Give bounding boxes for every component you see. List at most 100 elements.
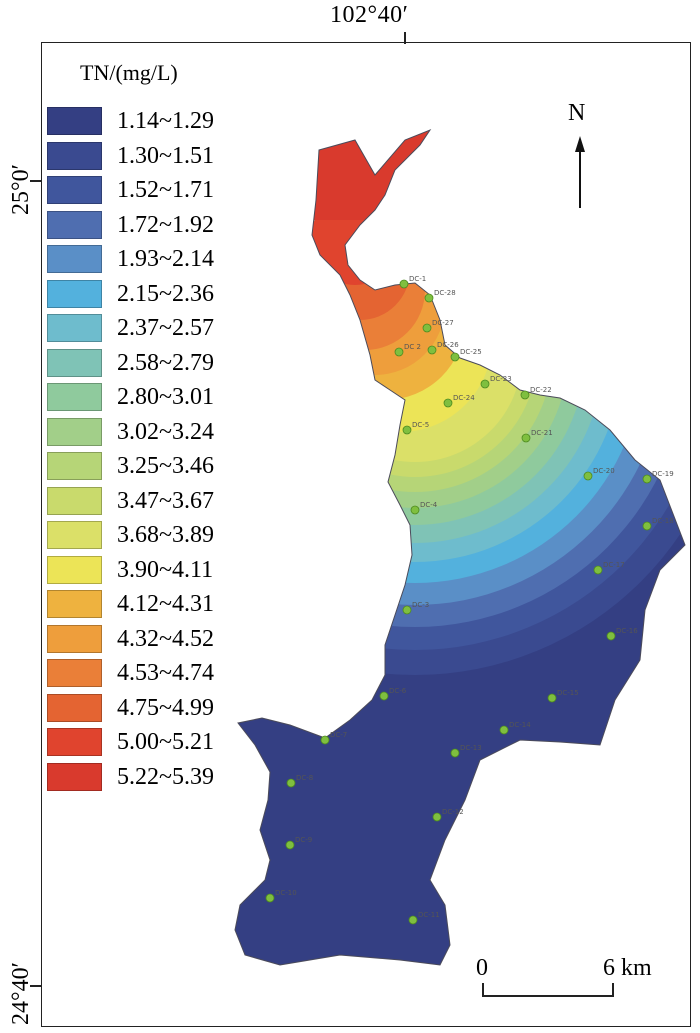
- site-label: DC-3: [412, 601, 429, 609]
- site-label: DC-13: [460, 744, 482, 752]
- site-label: DC-20: [593, 467, 615, 475]
- legend-swatch: [47, 452, 102, 480]
- legend-label: 1.72~1.92: [117, 211, 214, 238]
- site-label: DC-14: [509, 721, 531, 729]
- site-marker: [402, 425, 412, 435]
- legend-swatch: [47, 383, 102, 411]
- site-marker: [443, 398, 453, 408]
- north-letter: N: [568, 100, 586, 126]
- legend-label: 2.80~3.01: [117, 384, 214, 410]
- site-label: DC-25: [460, 348, 482, 356]
- site-label: DC-28: [434, 289, 456, 297]
- legend-label: 4.53~4.74: [117, 660, 214, 686]
- site-marker: [265, 893, 275, 903]
- legend-label: 1.14~1.29: [117, 108, 214, 134]
- site-marker: [593, 565, 603, 575]
- longitude-tick: [404, 32, 406, 44]
- site-label: DC-9: [295, 836, 312, 844]
- site-marker: [402, 605, 412, 615]
- legend-swatch: [47, 521, 102, 549]
- latitude-tick-lower: [30, 985, 42, 987]
- site-marker: [642, 474, 652, 484]
- site-label: DC-10: [275, 889, 297, 897]
- site-label: DC-5: [412, 421, 429, 429]
- legend-swatch: [47, 659, 102, 687]
- legend-label: 1.52~1.71: [117, 177, 214, 203]
- site-marker: [547, 693, 557, 703]
- legend-label: 4.75~4.99: [117, 694, 214, 721]
- site-marker: [427, 345, 437, 355]
- latitude-tick-upper: [30, 180, 42, 182]
- site-label: DC-18: [652, 517, 674, 525]
- site-label: DC-27: [432, 319, 454, 327]
- site-marker: [521, 433, 531, 443]
- legend-label: 3.25~3.46: [117, 453, 214, 479]
- site-marker: [286, 778, 296, 788]
- site-label: DC-1: [409, 275, 426, 283]
- site-label: DC-8: [296, 774, 313, 782]
- legend-swatch: [47, 728, 102, 756]
- site-marker: [450, 748, 460, 758]
- site-label: DC-21: [531, 429, 553, 437]
- legend-swatch: [47, 245, 102, 273]
- site-marker: [520, 390, 530, 400]
- site-label: DC-19: [652, 470, 674, 478]
- legend-title: TN/(mg/L): [80, 60, 178, 85]
- legend-swatch: [47, 176, 102, 204]
- site-marker: [379, 691, 389, 701]
- site-label: DC-26: [437, 341, 459, 349]
- site-marker: [480, 379, 490, 389]
- legend-label: 3.68~3.89: [117, 522, 214, 548]
- site-marker: [450, 352, 460, 362]
- site-marker: [606, 631, 616, 641]
- legend-swatch: [47, 486, 102, 515]
- site-marker: [410, 505, 420, 515]
- legend-label: 1.93~2.14: [117, 246, 214, 272]
- legend-swatch: [47, 762, 102, 791]
- site-label: DC-12: [442, 808, 464, 816]
- legend-swatch: [47, 590, 102, 618]
- legend-swatch: [47, 624, 102, 653]
- north-arrow: N: [560, 100, 600, 210]
- site-marker: [583, 471, 593, 481]
- legend-label: 4.12~4.31: [117, 591, 214, 617]
- map-frame: [41, 42, 691, 1027]
- site-marker: [285, 840, 295, 850]
- scale-bar: 0 6 km: [460, 955, 660, 1005]
- scale-start-label: 0: [476, 955, 488, 981]
- legend-swatch: [47, 555, 102, 584]
- site-label: DC-24: [453, 394, 475, 402]
- lake-outline: [234, 128, 686, 966]
- site-marker: [394, 347, 404, 357]
- legend-swatch: [47, 314, 102, 342]
- legend-swatch: [47, 210, 102, 239]
- legend-label: 5.00~5.21: [117, 729, 214, 755]
- zone-20: [300, 130, 440, 220]
- site-marker: [399, 279, 409, 289]
- site-label: DC-11: [418, 911, 440, 919]
- site-marker: [432, 812, 442, 822]
- legend-label: 4.32~4.52: [117, 625, 214, 652]
- site-label: DC-23: [490, 375, 512, 383]
- legend-label: 3.02~3.24: [117, 418, 214, 445]
- site-label: DC 2: [404, 343, 421, 351]
- legend-swatch: [47, 107, 102, 135]
- legend-label: 3.47~3.67: [117, 487, 214, 514]
- site-label: DC-6: [389, 687, 407, 695]
- legend-swatch: [47, 279, 102, 308]
- site-marker: [499, 725, 509, 735]
- site-label: DC-15: [557, 689, 579, 697]
- site-marker: [422, 323, 432, 333]
- north-arrow-icon: [575, 136, 585, 208]
- site-label: DC-7: [330, 731, 347, 739]
- longitude-label: 102°40′: [330, 2, 409, 28]
- site-label: DC-4: [420, 501, 438, 509]
- site-label: DC-17: [603, 561, 625, 569]
- legend-swatch: [47, 417, 102, 446]
- legend-label: 2.58~2.79: [117, 349, 214, 376]
- legend-label: 3.90~4.11: [117, 556, 214, 583]
- site-label: DC-16: [616, 627, 638, 635]
- site-marker: [642, 521, 652, 531]
